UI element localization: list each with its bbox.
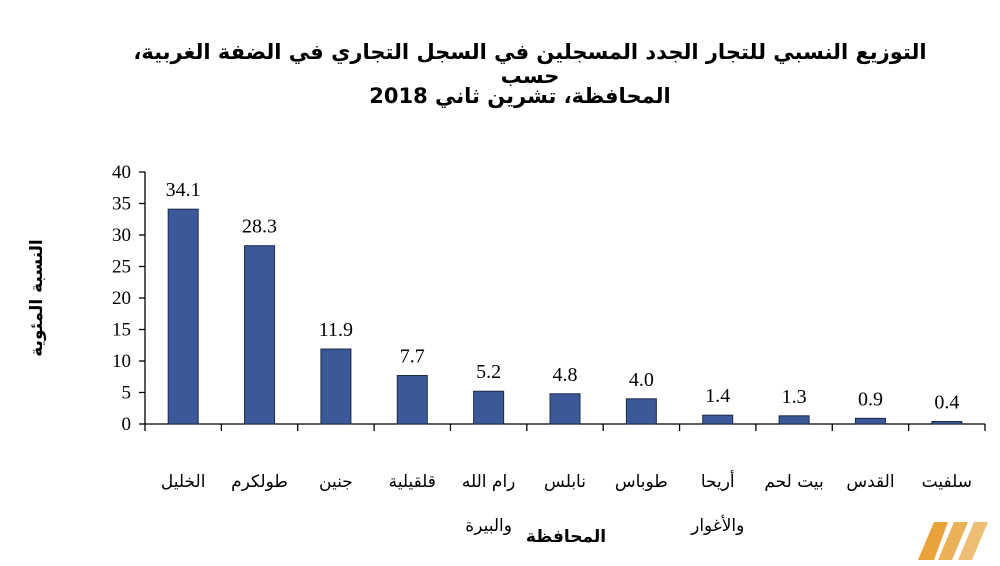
data-label: 1.3 [782, 386, 807, 408]
data-label: 4.0 [629, 369, 654, 391]
data-label: 0.9 [858, 388, 883, 410]
x-tick-label: والبيرة [465, 516, 512, 536]
x-tick-label: قلقيلية [389, 472, 436, 492]
x-tick-label: جنين [319, 472, 353, 492]
x-tick-label: القدس [846, 472, 894, 492]
data-label: 34.1 [166, 179, 201, 201]
data-label: 5.2 [476, 361, 501, 383]
y-tick-label: 30 [112, 225, 131, 246]
bar [244, 245, 276, 425]
y-tick-label: 15 [112, 320, 131, 341]
y-tick-label: 20 [112, 288, 131, 309]
chart-title-line-1: التوزيع النسبي للتجار الجدد المسجلين في … [133, 40, 927, 88]
bar [549, 393, 581, 425]
y-tick-label: 5 [122, 383, 132, 404]
data-label: 1.4 [705, 385, 730, 407]
x-axis-title: المحافظة [526, 527, 606, 547]
data-label: 7.7 [400, 345, 425, 367]
chart-title-line-2: المحافظة، تشرين ثاني 2018 [369, 84, 671, 108]
x-tick-label: طولكرم [231, 472, 288, 492]
data-label: 4.8 [553, 364, 578, 386]
data-label: 28.3 [242, 216, 277, 238]
bar [396, 374, 428, 425]
bar [854, 417, 886, 425]
y-axis-title: النسبة المئوية [27, 239, 47, 357]
bar [778, 415, 810, 425]
data-label: 11.9 [319, 319, 353, 341]
y-tick-label: 0 [122, 414, 132, 435]
x-tick-label: رام الله [462, 472, 516, 492]
x-tick-label: بيت لحم [764, 472, 823, 492]
x-tick-label: نابلس [544, 472, 586, 492]
bar [167, 208, 199, 425]
bar [320, 348, 352, 425]
bar [702, 414, 734, 425]
bar [473, 390, 505, 425]
y-tick-label: 35 [112, 194, 131, 215]
bar [625, 398, 657, 425]
data-label: 0.4 [934, 391, 959, 413]
x-tick-label: والأغوار [690, 515, 744, 536]
watermark-logo [918, 522, 988, 560]
bar [931, 420, 963, 425]
y-tick-label: 25 [112, 257, 131, 278]
x-tick-label: الخليل [161, 472, 206, 492]
y-tick-label: 40 [112, 162, 131, 183]
x-tick-label: سلفيت [922, 472, 972, 492]
x-tick-label: طوباس [615, 472, 668, 492]
x-tick-label: أريحا [701, 470, 735, 492]
y-tick-label: 10 [112, 351, 131, 372]
